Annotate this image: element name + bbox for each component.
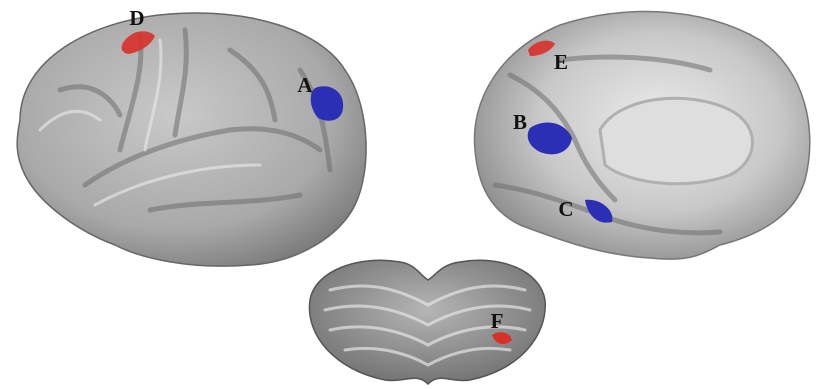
lateral-hemisphere xyxy=(17,13,366,266)
medial-hemisphere xyxy=(474,11,809,259)
region-label: D xyxy=(129,6,144,30)
region-label: E xyxy=(554,50,568,74)
page: D A E B C F (() => { const data = JSON.p… xyxy=(0,0,821,389)
region-label: F xyxy=(491,309,504,333)
cerebellum xyxy=(309,260,545,384)
region-label: B xyxy=(513,110,527,134)
region-label: C xyxy=(558,197,573,221)
brain-figure: D A E B C F xyxy=(0,0,821,389)
region-label: A xyxy=(297,73,313,97)
